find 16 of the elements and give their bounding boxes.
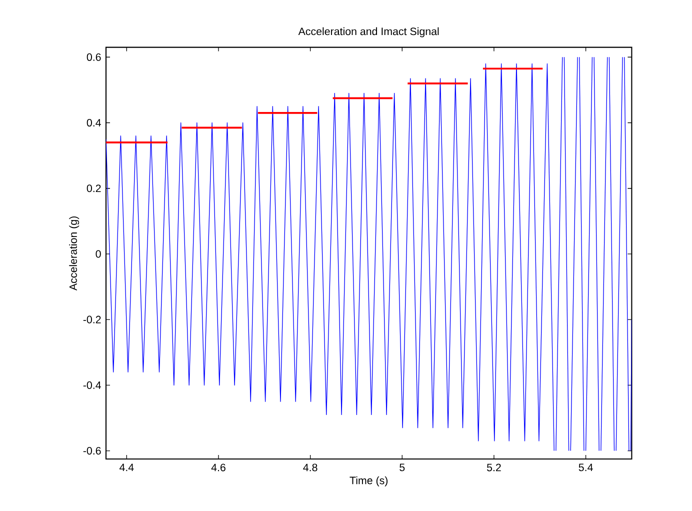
y-tick-label: 0.4 — [86, 118, 101, 127]
y-tick-label: 0.2 — [86, 184, 101, 192]
y-axis-title: Acceleration (g) — [69, 216, 80, 290]
y-tick-label: 0.6 — [86, 53, 101, 61]
y-tick-label: -0.6 — [83, 447, 101, 455]
x-tick-label: 5.4 — [578, 464, 593, 472]
x-tick-label: 4.4 — [120, 464, 134, 472]
chart-title: Acceleration and Imact Signal — [298, 27, 439, 38]
x-tick-label: 4.8 — [303, 464, 318, 472]
y-tick-label: 0 — [96, 250, 101, 258]
y-tick-label: -0.2 — [83, 316, 101, 324]
x-tick-label: 4.6 — [211, 464, 226, 472]
x-tick-label: 5.2 — [486, 464, 501, 472]
x-axis-title: Time (s) — [350, 476, 388, 486]
x-tick-label: 5 — [400, 464, 405, 472]
y-tick-label: -0.4 — [83, 381, 101, 389]
